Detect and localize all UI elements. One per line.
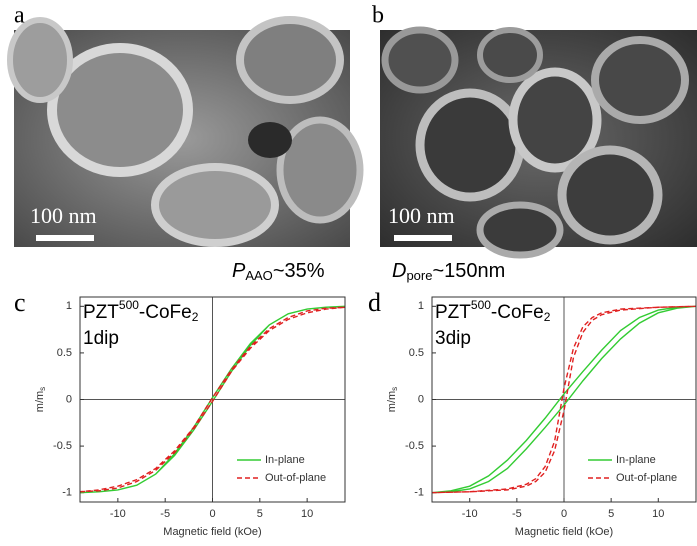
x-tick-label: 5: [608, 508, 614, 520]
x-tick-label: -10: [110, 508, 126, 520]
scale-bar: [36, 235, 94, 241]
panel-label: b: [372, 3, 384, 29]
sem-image-b: [380, 26, 697, 259]
annotation: 3dip: [435, 328, 471, 349]
legend-label: Out-of-plane: [265, 472, 326, 484]
superscript: 500: [119, 298, 139, 312]
subscript: 2: [544, 310, 551, 324]
y-tick-label: 0.5: [57, 347, 72, 359]
annotation: PZT500-CoFe2: [83, 298, 199, 324]
plot-frame: [79, 296, 346, 503]
symbol: P: [232, 260, 246, 282]
y-tick-label: -0.5: [53, 440, 72, 452]
value: ~150nm: [432, 260, 505, 282]
subscript: 2: [192, 310, 199, 324]
subscript: s: [38, 387, 47, 391]
main: m/m: [34, 391, 46, 412]
main: m/m: [386, 391, 398, 412]
y-tick-label: -1: [62, 487, 72, 499]
x-tick-label: 10: [301, 508, 313, 520]
sem-image-a: [7, 16, 364, 247]
scale-bar: [394, 235, 452, 241]
subscript: AAO: [245, 268, 272, 283]
subscript: s: [390, 387, 399, 391]
y-tick-label: 1: [418, 300, 424, 312]
x-tick-label: 5: [257, 508, 263, 520]
legend-label: In-plane: [616, 454, 656, 466]
main: PZT: [83, 302, 119, 323]
symbol: D: [392, 260, 406, 282]
x-tick-label: 10: [652, 508, 664, 520]
main: -CoFe: [139, 302, 192, 323]
y-tick-label: 0: [66, 393, 72, 405]
legend-label: Out-of-plane: [616, 472, 677, 484]
plot-frame: [431, 296, 697, 503]
y-tick-label: 0: [418, 393, 424, 405]
x-tick-label: -5: [512, 508, 522, 520]
superscript: 500: [471, 298, 491, 312]
main: PZT: [435, 302, 471, 323]
y-tick-label: -1: [414, 487, 424, 499]
x-tick-label: 0: [561, 508, 567, 520]
y-tick-label: 0.5: [409, 347, 424, 359]
subscript: pore: [406, 268, 432, 283]
series-line: [79, 306, 346, 493]
x-tick-label: -5: [160, 508, 170, 520]
main: -CoFe: [491, 302, 544, 323]
y-axis-label: m/ms: [34, 387, 47, 412]
scale-bar-label: 100 nm: [388, 203, 455, 228]
panel-label: d: [368, 288, 381, 317]
annotation: PZT500-CoFe2: [435, 298, 551, 324]
y-tick-label: 1: [66, 300, 72, 312]
panel-label: c: [14, 288, 26, 317]
series-line: [431, 305, 697, 494]
y-tick-label: -0.5: [405, 440, 424, 452]
legend-label: In-plane: [265, 454, 305, 466]
y-axis-label: m/ms: [386, 387, 399, 412]
x-tick-label: 0: [209, 508, 215, 520]
value: ~35%: [273, 260, 325, 282]
x-axis-label: Magnetic field (kOe): [515, 526, 613, 538]
x-axis-label: Magnetic field (kOe): [163, 526, 261, 538]
pore-diameter-label: Dpore~150nm: [392, 260, 505, 283]
x-tick-label: -10: [462, 508, 478, 520]
porosity-label: PAAO~35%: [232, 260, 325, 283]
scale-bar-label: 100 nm: [30, 203, 97, 228]
panel-label: a: [14, 3, 25, 29]
annotation: 1dip: [83, 328, 119, 349]
